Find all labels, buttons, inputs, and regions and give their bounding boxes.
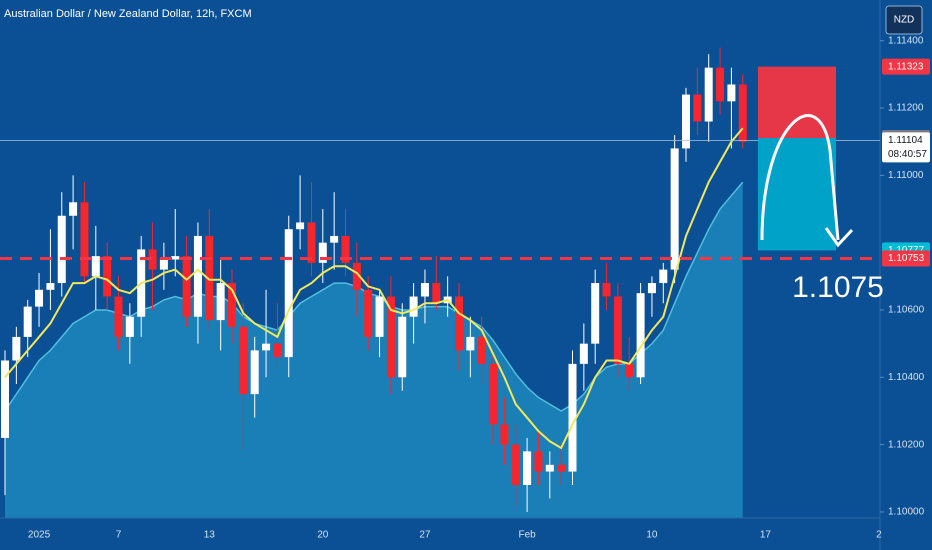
candle-body [307, 222, 316, 263]
y-tick-label: 1.10000 [888, 507, 925, 518]
candle-body [262, 343, 271, 351]
candle-body [103, 256, 112, 297]
chart-title: Australian Dollar / New Zealand Dollar, … [4, 8, 252, 20]
x-tick-label: 2025 [28, 530, 51, 541]
candle-body [273, 343, 282, 358]
candle-body [284, 229, 293, 358]
y-tick-label: 1.10400 [888, 372, 925, 383]
candle-body [125, 316, 134, 337]
x-tick-label: 13 [204, 530, 216, 541]
candle-body [557, 464, 566, 472]
candle-body [193, 235, 202, 317]
price-tag [882, 58, 930, 75]
candle-body [205, 235, 214, 321]
candle-body [432, 283, 441, 304]
candle-body [545, 464, 554, 472]
x-tick-label: 2 [876, 530, 882, 541]
candle-body [341, 235, 350, 263]
candle-body [613, 296, 622, 364]
candle-body [489, 363, 498, 425]
y-tick-label: 1.11400 [888, 35, 924, 46]
candle-body [250, 350, 259, 395]
target-annotation: 1.1075 [792, 271, 884, 304]
candle-body [477, 336, 486, 364]
candle-body [568, 363, 577, 472]
candle-body [738, 84, 747, 142]
y-tick-label: 1.10200 [888, 439, 925, 450]
candle-body [239, 326, 248, 395]
y-tick-label: 1.11200 [888, 103, 924, 114]
candle-body [409, 296, 418, 317]
candle-body [91, 256, 100, 277]
candle-body [398, 316, 407, 378]
candle-body [647, 283, 656, 294]
candle-body [602, 283, 611, 297]
currency-box[interactable] [885, 5, 923, 35]
target-zone [758, 137, 836, 251]
y-tick-label: 1.11000 [888, 170, 924, 181]
candle-body [625, 363, 634, 378]
price-tag [882, 250, 930, 267]
candle-body [579, 343, 588, 364]
candle-body [330, 235, 339, 243]
candle-body [670, 148, 679, 270]
candle-body [500, 424, 509, 445]
candle-body [364, 289, 373, 337]
ema-line [4, 127, 744, 450]
ma-area [5, 182, 743, 518]
candle-body [57, 215, 66, 284]
candle-body [228, 283, 236, 327]
candle-body [69, 202, 78, 216]
candle-body [511, 444, 520, 486]
price-tag-label: 1.10753 [888, 253, 925, 264]
candle-body [182, 256, 191, 317]
candle-body [12, 336, 21, 361]
candle-body [159, 259, 168, 270]
x-tick-label: Feb [518, 530, 536, 541]
candle-body [704, 67, 713, 122]
candle-body [693, 94, 702, 122]
candle-body [727, 84, 736, 102]
candle-body [716, 67, 725, 102]
price-tag-label: 1.11323 [888, 61, 924, 72]
candle-body [534, 451, 543, 472]
candle-body [636, 293, 645, 378]
candle-body [296, 222, 305, 230]
candle-body [318, 242, 327, 263]
candle-body [148, 249, 157, 270]
candle-body [420, 283, 429, 297]
candle-body [114, 296, 123, 337]
candle-body [352, 262, 361, 290]
countdown: 08:40:57 [888, 149, 927, 160]
candle-body [80, 202, 89, 277]
x-tick-label: 7 [116, 530, 122, 541]
candle-body [523, 451, 532, 486]
candle-body [455, 296, 463, 351]
candle-body [46, 283, 55, 290]
candle-body [375, 296, 384, 337]
candle-body [591, 283, 600, 344]
candle-body [23, 306, 32, 337]
x-tick-label: 20 [317, 530, 329, 541]
candle-body [35, 289, 44, 307]
x-tick-label: 17 [760, 530, 772, 541]
candle-body [216, 283, 225, 321]
currency[interactable]: NZD [894, 15, 915, 26]
y-tick-label: 1.10600 [888, 305, 925, 316]
price-tag-label: 1.11104 [888, 135, 923, 146]
x-tick-label: 27 [419, 530, 431, 541]
candle-body [466, 336, 475, 351]
candle-body [682, 94, 690, 149]
candle-body [171, 256, 180, 260]
projection-arrow [760, 114, 854, 248]
plot [1, 47, 747, 518]
candle-body [386, 296, 395, 378]
x-tick-label: 10 [646, 530, 658, 541]
candle-body [659, 269, 668, 284]
candle-body [1, 360, 9, 438]
price-tag [882, 132, 930, 163]
